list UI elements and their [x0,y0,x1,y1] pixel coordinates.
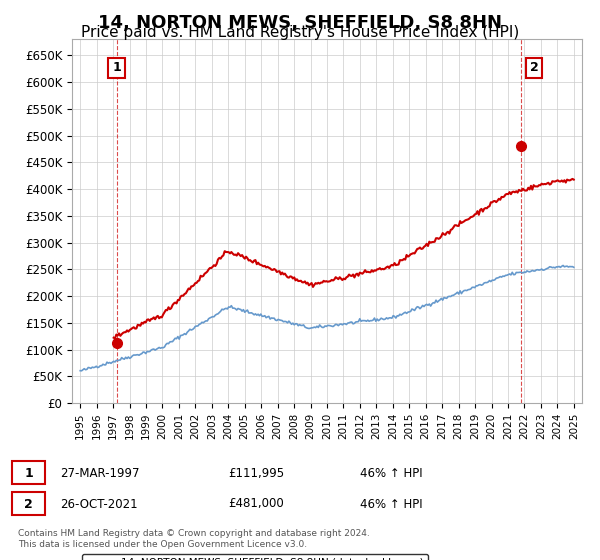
Text: £481,000: £481,000 [228,497,284,511]
Text: £111,995: £111,995 [228,466,284,480]
Text: Price paid vs. HM Land Registry's House Price Index (HPI): Price paid vs. HM Land Registry's House … [81,25,519,40]
Text: 2: 2 [530,61,538,74]
Text: Contains HM Land Registry data © Crown copyright and database right 2024.
This d: Contains HM Land Registry data © Crown c… [18,529,370,549]
Text: 46% ↑ HPI: 46% ↑ HPI [360,466,422,480]
FancyBboxPatch shape [12,492,45,515]
Text: 26-OCT-2021: 26-OCT-2021 [60,497,137,511]
Text: 14, NORTON MEWS, SHEFFIELD, S8 8HN: 14, NORTON MEWS, SHEFFIELD, S8 8HN [98,14,502,32]
Text: 46% ↑ HPI: 46% ↑ HPI [360,497,422,511]
Legend: 14, NORTON MEWS, SHEFFIELD, S8 8HN (detached house), HPI: Average price, detache: 14, NORTON MEWS, SHEFFIELD, S8 8HN (deta… [82,554,428,560]
Text: 2: 2 [25,497,33,511]
Text: 1: 1 [112,61,121,74]
Text: 27-MAR-1997: 27-MAR-1997 [60,466,139,480]
Text: 1: 1 [25,466,33,480]
FancyBboxPatch shape [12,461,45,484]
